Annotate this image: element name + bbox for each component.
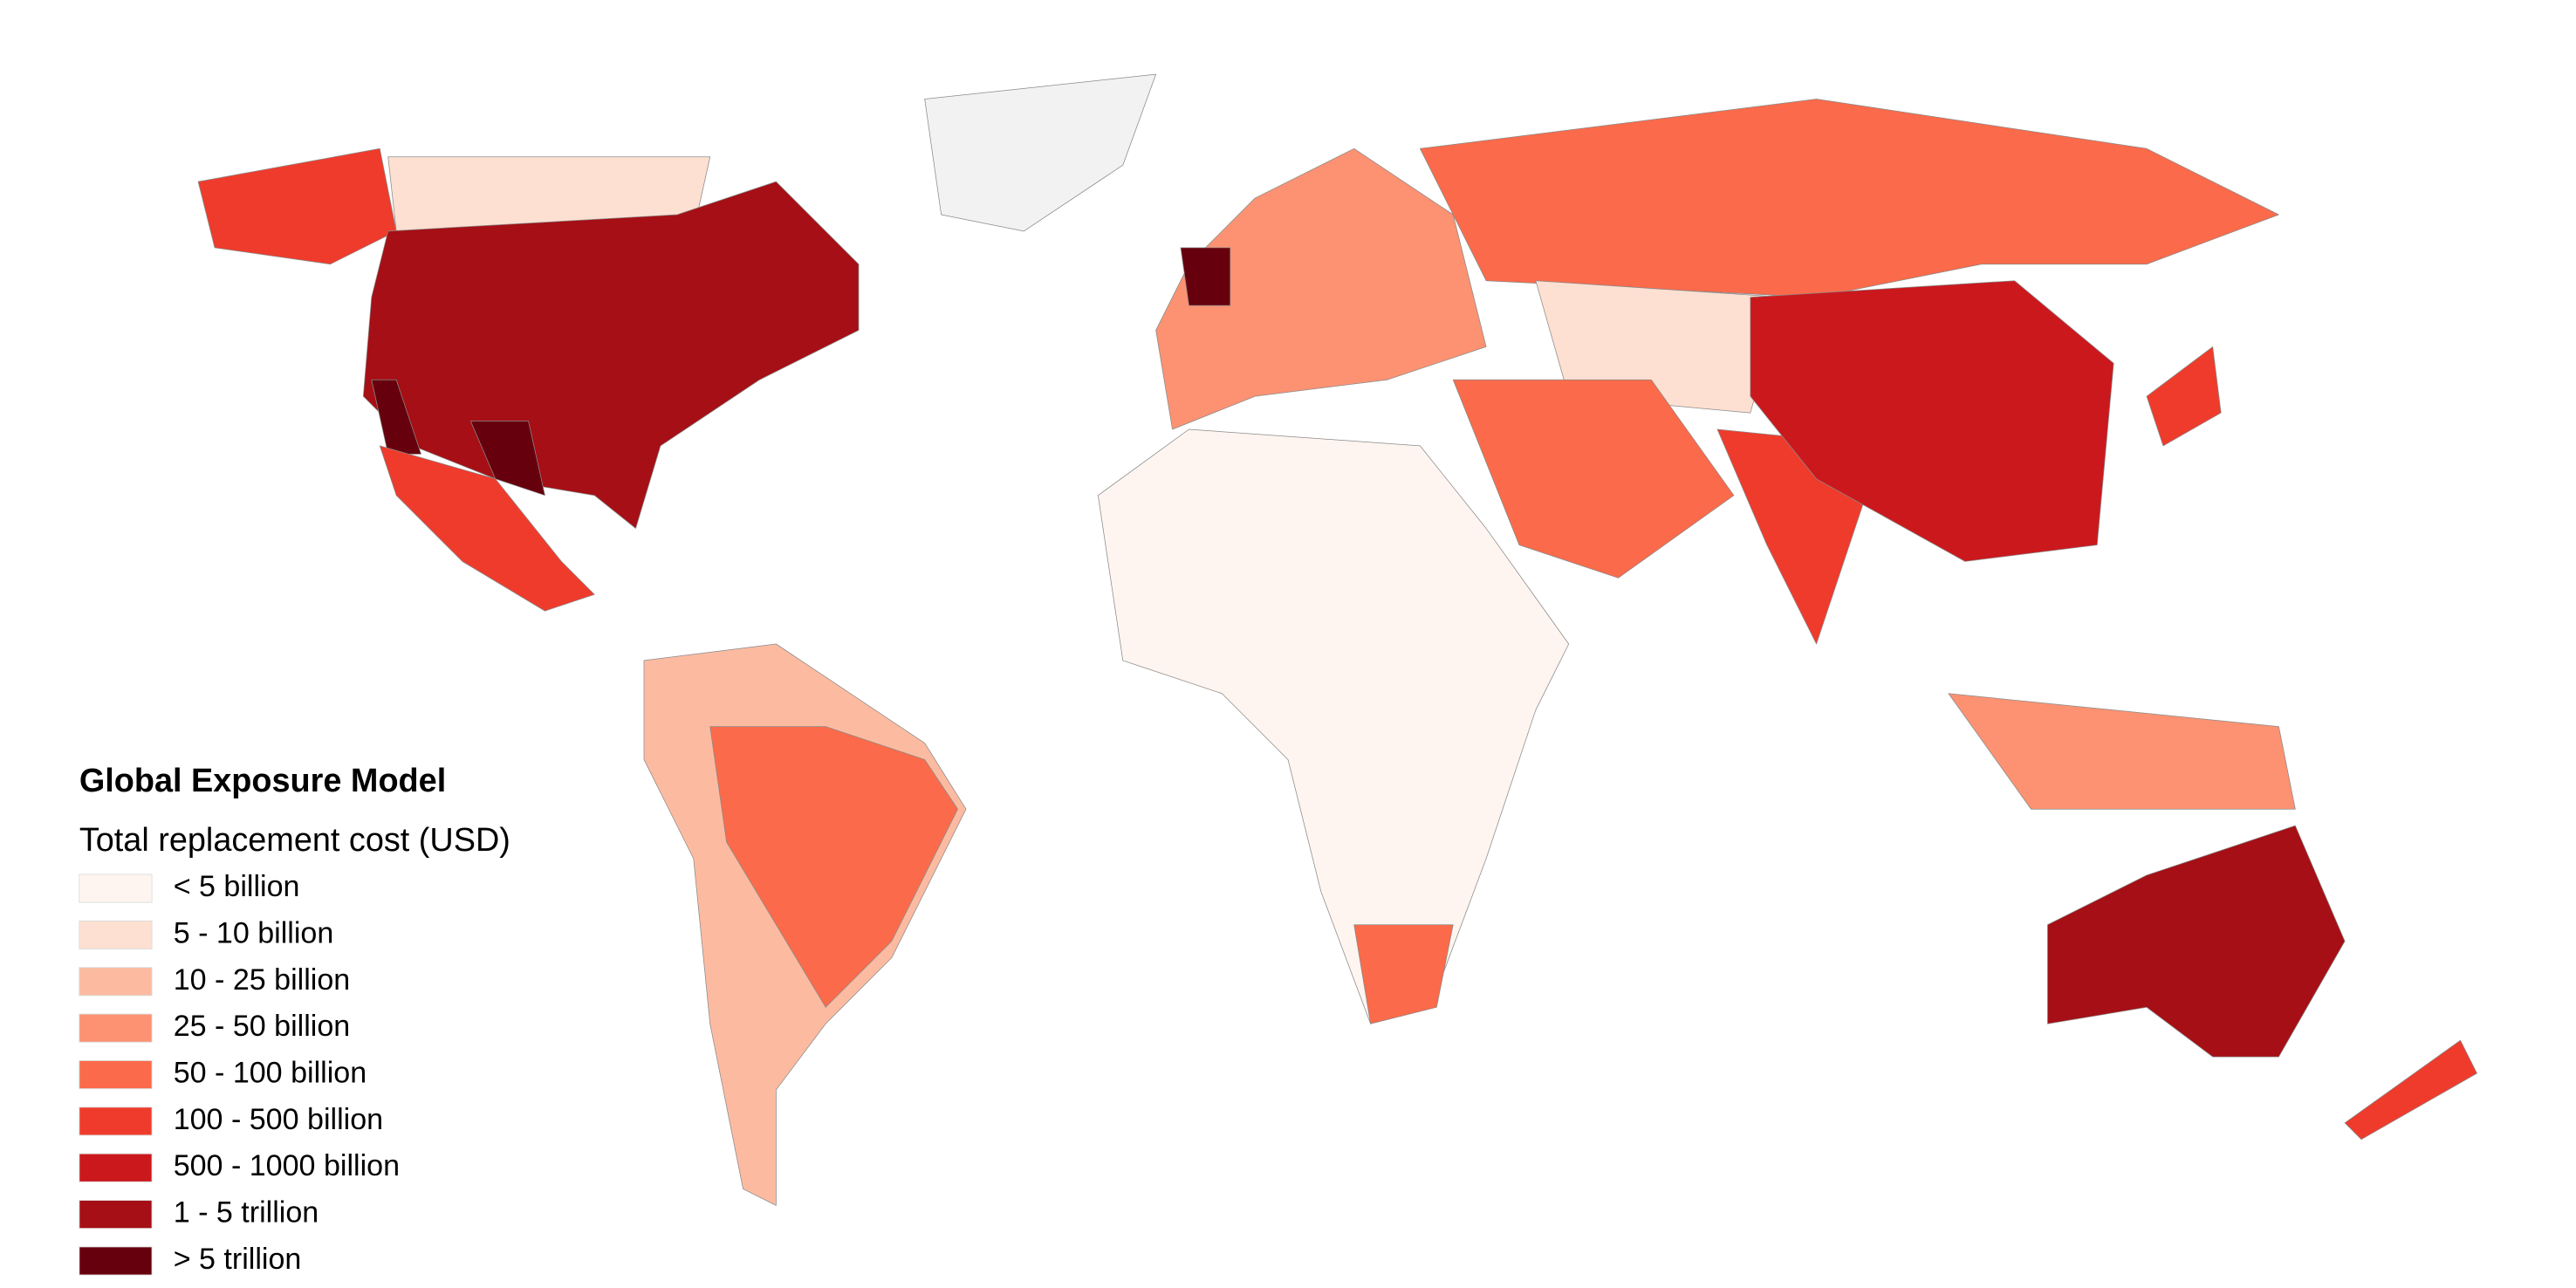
china [1750,280,2114,562]
legend-label: 500 - 1000 billion [174,1149,400,1182]
legend-label: < 5 billion [174,870,300,903]
southeast-asia [1948,693,2296,810]
brazil [709,726,958,1008]
australia [2047,825,2346,1058]
legend-swatch [79,1106,153,1136]
japan [2146,346,2222,447]
legend-label: 10 - 25 billion [174,963,351,997]
legend-swatch [79,1246,153,1276]
texas [469,421,545,497]
alaska [197,147,397,265]
legend-swatch [79,1059,153,1090]
new-zealand [2344,1039,2477,1141]
south-africa [1353,924,1454,1024]
legend-subtitle: Total replacement cost (USD) [79,822,510,859]
legend-title: Global Exposure Model [79,763,446,799]
united-kingdom [1180,247,1231,306]
greenland [924,73,1156,232]
legend-swatch [79,874,153,903]
legend: < 5 billion 5 - 10 billion 10 - 25 billion… [79,870,400,1276]
california [371,379,421,455]
europe [1155,147,1487,430]
land-masses [197,73,2477,1206]
legend-swatch [79,1200,153,1230]
legend-label: 50 - 100 billion [174,1057,367,1090]
legend-label: 25 - 50 billion [174,1010,351,1043]
legend-swatch [79,1013,153,1043]
legend-swatch [79,920,153,949]
legend-label: 100 - 500 billion [174,1103,383,1136]
russia [1420,99,2279,298]
mexico [379,445,595,612]
legend-label: 5 - 10 billion [174,916,334,949]
middle-east [1452,379,1735,579]
legend-swatch [79,967,153,997]
legend-label: 1 - 5 trillion [174,1196,319,1230]
legend-swatch [79,1153,153,1182]
legend-label: > 5 trillion [174,1243,302,1276]
africa [1098,428,1570,1024]
